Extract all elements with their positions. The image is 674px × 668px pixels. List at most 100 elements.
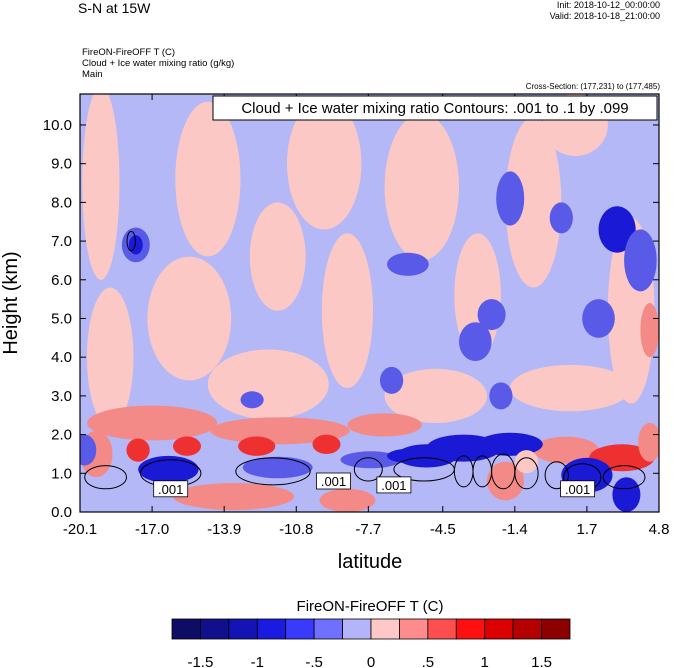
valid-time: Valid: 2018-10-18_21:00:00	[549, 11, 660, 21]
field-patch	[598, 206, 636, 253]
field-patch	[505, 117, 562, 288]
y-tick-label: 8.0	[51, 194, 72, 211]
temperature-difference-field	[80, 94, 659, 512]
y-tick-label: 5.0	[51, 310, 72, 327]
contour-line	[126, 230, 136, 252]
colorbar-swatch	[512, 618, 542, 640]
field-patch	[380, 366, 404, 394]
y-axis-label: Height (km)	[0, 251, 22, 354]
colorbar-swatch	[200, 618, 230, 640]
contour-label-box	[560, 480, 595, 498]
field-patch	[128, 235, 143, 255]
contour-line	[84, 465, 127, 490]
field-patch	[240, 391, 264, 409]
y-tick-label: 6.0	[51, 272, 72, 289]
contour-label: .001	[321, 474, 346, 489]
colorbar-swatch	[541, 618, 571, 640]
field-patch	[86, 287, 134, 427]
field-patch	[175, 101, 241, 257]
x-tick-label: -1.4	[502, 521, 528, 538]
field-patch	[477, 432, 543, 456]
field-patch	[238, 436, 276, 456]
domain-label: Main	[82, 69, 103, 80]
contour-line	[514, 457, 539, 490]
field-patch	[319, 488, 376, 512]
field-patch	[173, 483, 294, 510]
x-tick-label: 4.8	[649, 521, 670, 538]
field-patch	[384, 113, 459, 261]
contour-label: .001	[158, 482, 183, 497]
contour-info-box: Cloud + Ice water mixing ratio Contours:…	[212, 95, 658, 121]
y-tick-label: 4.0	[51, 349, 72, 366]
x-tick-label: 1.7	[576, 521, 597, 538]
field-patch	[173, 436, 201, 456]
field-patch	[82, 94, 120, 280]
field-patch	[477, 299, 506, 331]
field-patch	[321, 233, 373, 389]
field-patch	[249, 202, 306, 311]
field-patch	[549, 202, 573, 234]
axes: -20.1 -17.0 -13.9 -10.8 -7.7 -4.5 -1.4 1.7 4.8 0.…	[43, 94, 670, 538]
chart-title: S-N at 15W	[78, 0, 151, 16]
y-tick-label: 10.0	[43, 117, 72, 134]
y-tick-label: 7.0	[51, 233, 72, 250]
field-patch	[347, 413, 422, 437]
field-patch	[287, 97, 362, 230]
x-tick-label: -17.0	[135, 521, 169, 538]
x-tick-label: -4.5	[430, 521, 456, 538]
field-patch	[210, 417, 350, 445]
colorbar-swatch	[399, 618, 429, 640]
contour-label: .001	[565, 482, 590, 497]
field-patch	[514, 450, 539, 474]
y-tick-label: 3.0	[51, 388, 72, 405]
field-patch	[147, 256, 232, 381]
plot-frame	[79, 93, 660, 513]
field-patch	[612, 477, 641, 512]
contour-label-box	[376, 476, 412, 494]
colorbar-swatch	[455, 618, 486, 640]
colorbar-swatch	[342, 618, 372, 640]
field-patch	[489, 382, 513, 410]
field-patch	[384, 368, 487, 423]
field-patch	[533, 436, 599, 464]
field-patch	[80, 434, 97, 466]
field-patch	[510, 364, 632, 412]
contour-info-text: Cloud + Ice water mixing ratio Contours:…	[241, 100, 628, 117]
field-patch	[312, 434, 341, 454]
y-tick-label: 9.0	[51, 156, 72, 173]
field-patch	[582, 299, 615, 338]
field-patch	[387, 448, 429, 463]
x-tick-label: -13.9	[207, 521, 241, 538]
field-patch	[207, 349, 329, 420]
contour-label: .001	[381, 478, 406, 493]
colorbar-tick-label: 1	[481, 654, 489, 668]
cross-section-label: Cross-Section: (177,231) to (177,485)	[525, 82, 660, 91]
field-patch	[624, 229, 657, 292]
contour-line	[235, 457, 311, 486]
x-tick-label: -10.8	[279, 521, 313, 538]
colorbar-swatch	[427, 618, 457, 640]
colorbar-swatch	[484, 618, 514, 640]
colorbar-tick-label: 1.5	[531, 654, 552, 668]
contour-label-box	[316, 472, 351, 490]
field-patch	[87, 405, 218, 441]
colorbar-swatch	[256, 618, 287, 640]
contour-label-box	[153, 480, 189, 498]
colorbar-swatch	[313, 618, 343, 640]
x-tick-label: -20.1	[63, 521, 97, 538]
field-patch	[242, 456, 313, 479]
field-patch	[126, 438, 150, 462]
colorbar: -1.5 -1 -.5 0 .5 1 1.5	[171, 618, 571, 668]
x-tick-label: -7.7	[355, 521, 381, 538]
y-tick-label: 2.0	[51, 427, 72, 444]
init-time: Init: 2018-10-12_00:00:00	[556, 0, 660, 10]
field-patch	[640, 303, 659, 358]
colorbar-swatch	[171, 618, 201, 640]
contour-line	[602, 465, 646, 490]
field-label-temperature: FireON-FireOFF T (C)	[82, 47, 176, 58]
field-patch	[638, 422, 659, 462]
field-label-cloud-ice: Cloud + Ice water mixing ratio (g/kg)	[82, 58, 235, 69]
colorbar-swatch	[285, 618, 315, 640]
field-patch	[387, 252, 429, 276]
